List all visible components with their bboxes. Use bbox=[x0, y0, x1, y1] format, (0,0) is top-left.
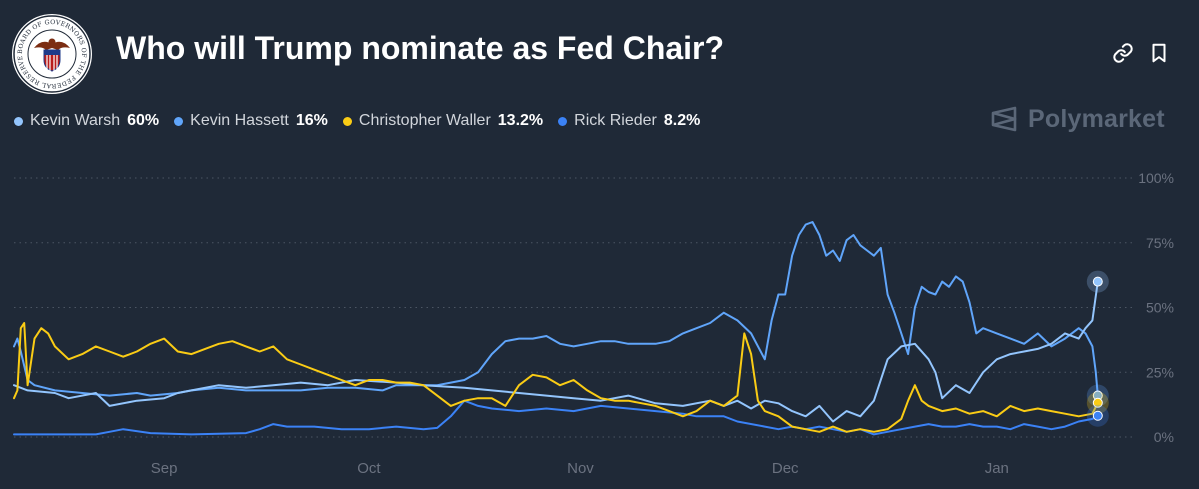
legend-item-kevin-warsh[interactable]: Kevin Warsh 60% bbox=[14, 112, 159, 130]
page-title: Who will Trump nominate as Fed Chair? bbox=[116, 30, 725, 66]
x-tick-label: Nov bbox=[567, 460, 594, 477]
polymarket-logo-icon bbox=[991, 106, 1017, 132]
x-tick-label: Sep bbox=[151, 460, 178, 477]
y-tick-label: 0% bbox=[1154, 429, 1174, 445]
legend-name: Kevin Hassett bbox=[190, 112, 289, 129]
legend-item-rick-rieder[interactable]: Rick Rieder 8.2% bbox=[558, 112, 700, 130]
series-line-christopher-waller[interactable] bbox=[13, 322, 1099, 433]
polymarket-brand: Polymarket bbox=[990, 103, 1165, 135]
end-marker-kevin-warsh[interactable] bbox=[1092, 276, 1103, 287]
legend-dot bbox=[14, 116, 23, 126]
legend-dot bbox=[558, 116, 568, 126]
legend-value: 16% bbox=[295, 112, 328, 129]
chart-header: BOARD OF GOVERNORS OF THE FEDERAL RESERV… bbox=[0, 0, 1199, 100]
legend-value: 13.2% bbox=[497, 112, 544, 129]
series-line-kevin-warsh[interactable] bbox=[13, 280, 1099, 423]
series-line-kevin-hassett[interactable] bbox=[13, 221, 1099, 397]
x-tick-label: Dec bbox=[772, 460, 799, 477]
x-tick-label: Oct bbox=[357, 460, 381, 477]
legend-item-kevin-hassett[interactable]: Kevin Hassett 16% bbox=[174, 112, 328, 130]
link-icon[interactable] bbox=[1112, 42, 1134, 64]
y-tick-label: 50% bbox=[1146, 300, 1174, 316]
legend-value: 8.2% bbox=[663, 112, 701, 129]
y-tick-label: 75% bbox=[1146, 235, 1174, 251]
seal-graphic: BOARD OF GOVERNORS OF THE FEDERAL RESERV… bbox=[12, 14, 91, 93]
chart-area: 100% 75% 50% 25% 0% Sep Oct Nov Dec Jan bbox=[13, 170, 1174, 477]
series-end-markers bbox=[1086, 270, 1109, 427]
legend-name: Kevin Warsh bbox=[30, 112, 121, 129]
end-marker-rick-rieder[interactable] bbox=[1092, 410, 1103, 421]
axis-labels: 100% 75% 50% 25% 0% Sep Oct Nov Dec Jan bbox=[151, 170, 1174, 477]
legend-value: 60% bbox=[127, 112, 160, 129]
end-marker-christopher-waller[interactable] bbox=[1092, 397, 1103, 408]
y-tick-label: 100% bbox=[1138, 170, 1174, 186]
series-line-rick-rieder[interactable] bbox=[13, 399, 1099, 436]
legend-item-christopher-waller[interactable]: Christopher Waller 13.2% bbox=[342, 112, 544, 130]
legend-name: Rick Rieder bbox=[574, 112, 657, 129]
federal-reserve-seal-icon: BOARD OF GOVERNORS OF THE FEDERAL RESERV… bbox=[12, 14, 92, 94]
bookmark-icon[interactable] bbox=[1148, 42, 1170, 64]
chart-legend: Kevin Warsh 60% Kevin Hassett 16% Christ… bbox=[14, 110, 715, 132]
series-lines bbox=[13, 221, 1099, 436]
y-tick-label: 25% bbox=[1146, 364, 1174, 380]
legend-dot bbox=[174, 116, 184, 126]
legend-dot bbox=[342, 116, 352, 126]
legend-name: Christopher Waller bbox=[358, 112, 491, 129]
brand-name: Polymarket bbox=[1028, 104, 1165, 133]
x-tick-label: Jan bbox=[985, 460, 1009, 477]
